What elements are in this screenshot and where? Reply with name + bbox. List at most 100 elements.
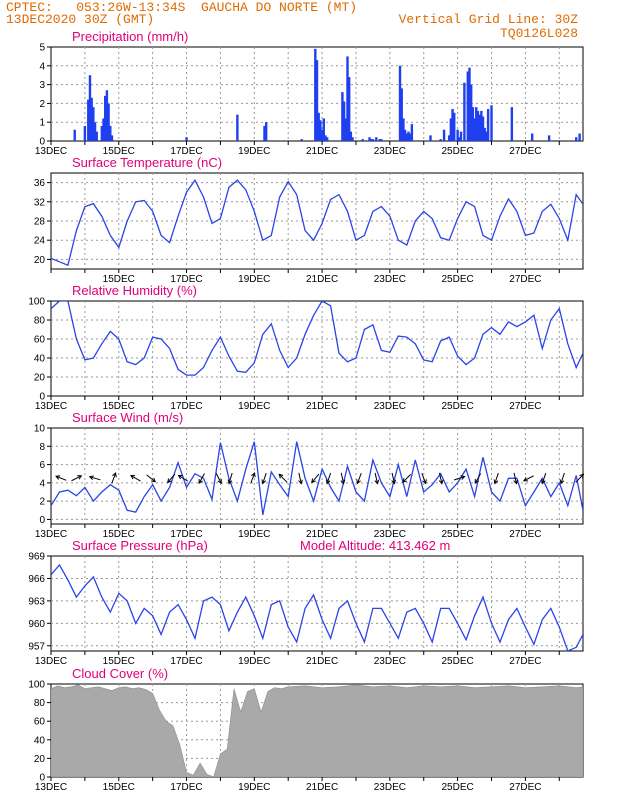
x-tick-label: 23DEC: [374, 401, 406, 412]
y-tick-label: 969: [28, 552, 45, 563]
model-altitude: Model Altitude: 413.462 m: [300, 538, 450, 553]
y-tick-label: 4: [39, 61, 45, 72]
precip-bar: [83, 125, 87, 141]
y-tick-label: 36: [34, 178, 46, 189]
x-tick-label: 27DEC: [509, 782, 541, 793]
wind-arrow: [453, 475, 466, 481]
wind-panel: 0 2 4 6 8 10 13DEC 15DEC 17DEC 19DEC 21DEC 23DEC 25D…: [34, 410, 585, 540]
y-tick-label: 0: [39, 515, 45, 526]
wind-arrow: [55, 475, 67, 481]
wind-arrow: [493, 472, 499, 485]
x-tick-label: 23DEC: [374, 656, 406, 667]
y-tick-label: 0: [39, 773, 45, 784]
y-tick-label: 0: [39, 137, 45, 148]
pressure-title: Surface Pressure (hPa): [72, 538, 208, 553]
precip-bar: [320, 129, 324, 141]
precip-bar: [351, 137, 354, 141]
y-tick-label: 40: [34, 354, 46, 365]
precip-bar: [468, 67, 471, 141]
temp-title: Surface Temperature (nC): [72, 155, 222, 170]
precip-bar: [100, 125, 104, 141]
precip-bar: [93, 122, 97, 141]
grid-line-note: Vertical Grid Line: 30Z: [398, 12, 578, 27]
y-tick-label: 3: [39, 80, 45, 91]
precip-bar: [314, 48, 317, 141]
x-tick-label: 21DEC: [306, 274, 338, 285]
precip-bar: [347, 77, 351, 141]
precip-bar: [378, 139, 381, 141]
precip-bar: [380, 139, 383, 141]
x-tick-label: 25DEC: [441, 656, 473, 667]
precip-bar: [370, 139, 373, 141]
precip-bar: [490, 105, 493, 141]
wind-arrow: [374, 472, 380, 485]
wind-arrow: [541, 472, 547, 485]
x-tick-label: 21DEC: [306, 782, 338, 793]
precip-bar: [578, 133, 581, 141]
cloud-cover-area: [51, 684, 583, 777]
y-tick-label: 100: [28, 297, 45, 308]
wind-arrow: [391, 472, 397, 485]
y-tick-label: 10: [34, 424, 46, 435]
precip-bar: [473, 118, 476, 141]
precip-bar: [317, 112, 320, 141]
x-tick-label: 17DEC: [170, 529, 202, 540]
x-tick-label: 13DEC: [35, 656, 67, 667]
precip-bar: [405, 133, 408, 141]
precip-bar: [95, 131, 98, 141]
precip-bar: [92, 107, 95, 141]
precip-bar: [398, 65, 402, 141]
y-tick-label: 100: [28, 680, 45, 691]
wind-arrow: [298, 472, 303, 485]
cloud-panel: 0 20 40 60 80 100 13DEC 15DEC 17DEC 19DEC 21DEC 23D…: [28, 666, 584, 793]
precip-bar: [349, 131, 353, 141]
precip-bar: [110, 135, 114, 141]
y-tick-label: 0: [39, 392, 45, 403]
y-tick-label: 20: [34, 373, 46, 384]
precip-bar: [368, 137, 371, 141]
precip-bar: [453, 112, 456, 141]
precip-bar: [344, 118, 348, 141]
precip-bar: [361, 139, 364, 141]
y-tick-label: 28: [34, 217, 46, 228]
precip-bar: [459, 131, 463, 141]
x-tick-label: 17DEC: [170, 401, 202, 412]
precip-bar: [88, 75, 92, 141]
precip-bar: [319, 120, 322, 141]
wind-arrow: [340, 472, 346, 485]
x-tick-label: 17DEC: [170, 782, 202, 793]
x-tick-label: 15DEC: [103, 146, 135, 157]
rh-panel: 0 20 40 60 80 100 13DEC 15DEC 17DEC 19DEC 21DEC 23D…: [28, 283, 584, 412]
x-tick-label: 25DEC: [441, 146, 473, 157]
wind-arrow: [71, 475, 83, 482]
precip-bar: [547, 135, 551, 141]
temp-panel: 20 24 28 32 36 15DEC 17DEC 19DEC 21DEC 23DEC 25DEC…: [34, 155, 584, 285]
precip-bar: [375, 137, 378, 141]
precip-bar: [471, 107, 475, 141]
x-tick-label: 17DEC: [170, 146, 202, 157]
rh-frame: [50, 300, 584, 397]
x-tick-label: 15DEC: [103, 529, 135, 540]
x-tick-label: 17DEC: [170, 656, 202, 667]
x-tick-label: 27DEC: [509, 274, 541, 285]
wind-arrow: [513, 472, 519, 485]
x-tick-label: 21DEC: [306, 401, 338, 412]
x-tick-label: 27DEC: [509, 146, 541, 157]
precip-bar: [300, 139, 303, 141]
precip-bar: [400, 88, 403, 141]
precip-panel: 0 1 2 3 4 5 13DEC 15DEC 17DEC 19DEC 21DEC 23DEC 25DE…: [35, 29, 584, 157]
y-tick-label: 960: [28, 619, 45, 630]
precip-bar: [102, 118, 105, 141]
wind-arrow: [522, 475, 534, 482]
precip-bar: [429, 135, 432, 141]
precip-bar: [403, 129, 407, 141]
precip-bar: [185, 137, 188, 141]
precip-bar: [575, 137, 578, 141]
model-code: TQ0126L028: [499, 26, 578, 41]
precip-bar: [346, 56, 349, 141]
x-tick-label: 25DEC: [441, 529, 473, 540]
wind-arrow: [421, 472, 427, 485]
x-tick-label: 15DEC: [103, 274, 135, 285]
y-tick-label: 5: [39, 43, 45, 54]
precip-bar: [410, 124, 414, 141]
